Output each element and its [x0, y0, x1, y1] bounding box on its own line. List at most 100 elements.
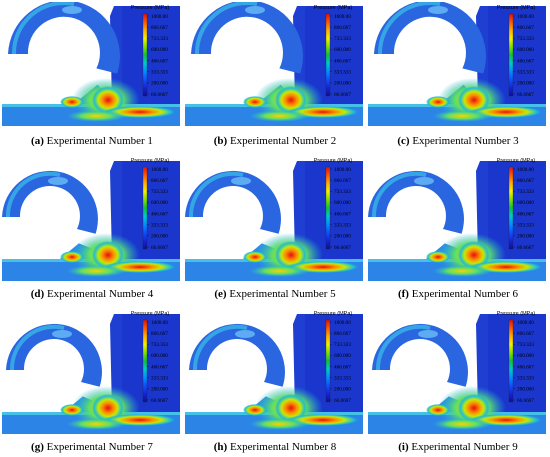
caption-letter: (e) — [214, 288, 227, 300]
chip-curl — [189, 323, 285, 387]
chip-curl — [374, 2, 486, 74]
legend-tick-label: 600.000 — [334, 47, 351, 53]
legend-tick-label: 333.333 — [517, 70, 534, 76]
caption-letter: (a) — [31, 135, 44, 147]
legend-tick-label: 200.000 — [334, 81, 351, 87]
legend-tick-label: 866.667 — [151, 331, 168, 337]
figure-caption: (h) Experimental Number 8 — [185, 441, 365, 453]
legend-colorbar — [142, 166, 148, 250]
legend-tick-label: 1000.00 — [151, 167, 168, 173]
chip-curl — [2, 170, 98, 234]
chip-curl — [6, 323, 102, 387]
legend-tick-label: 333.333 — [151, 223, 168, 229]
legend-tick-label: 866.667 — [151, 178, 168, 184]
legend-tick-label: 600.000 — [151, 353, 168, 359]
figure-caption: (a) Experimental Number 1 — [2, 135, 182, 147]
legend-tick-label: 733.333 — [334, 342, 351, 348]
legend-colorbar — [325, 13, 331, 97]
legend-tick-label: 600.000 — [334, 353, 351, 359]
legend-tick-label: 600.000 — [151, 200, 168, 206]
pressure-contour-plot: Pressure (MPa) 1000.00 866.667 733.333 600.0… — [185, 158, 363, 281]
figure-caption: (e) Experimental Number 5 — [185, 288, 365, 300]
legend-title: Pressure (MPa) — [131, 311, 170, 317]
chip-curl — [368, 170, 464, 234]
legend-tick-label: 200.000 — [517, 234, 534, 240]
caption-letter: (g) — [31, 441, 44, 453]
legend-tick-label: 1000.00 — [151, 14, 168, 20]
pressure-contour-plot: Pressure (MPa) 1000.00 866.667 733.333 600.0… — [368, 158, 546, 281]
legend-tick-label: 733.333 — [517, 36, 534, 42]
figure-panel: Pressure (MPa) 1000.00 866.667 733.333 600.0… — [185, 308, 365, 456]
legend-tick-label: 733.333 — [517, 342, 534, 348]
legend-tick-label: 200.000 — [334, 234, 351, 240]
figure-caption: (b) Experimental Number 2 — [185, 135, 365, 147]
caption-label: Experimental Number 9 — [408, 441, 518, 453]
legend-tick-label: 1000.00 — [334, 320, 351, 326]
chip-curl — [185, 170, 281, 234]
legend-tick-label: 866.667 — [334, 25, 351, 31]
caption-letter: (d) — [30, 288, 45, 300]
legend-tick-label: 466.667 — [517, 364, 534, 370]
legend-tick-label: 733.333 — [334, 189, 351, 195]
legend-tick-label: 333.333 — [151, 376, 168, 382]
legend-title: Pressure (MPa) — [497, 158, 536, 164]
legend-tick-label: 1000.00 — [517, 320, 534, 326]
figure-caption: (g) Experimental Number 7 — [2, 441, 182, 453]
legend-tick-label: 466.667 — [151, 364, 168, 370]
caption-letter: (f) — [397, 288, 409, 300]
legend-tick-label: 733.333 — [151, 342, 168, 348]
chip-curl — [8, 2, 120, 74]
legend-tick-label: 866.667 — [334, 331, 351, 337]
legend-tick-label: 466.667 — [151, 211, 168, 217]
caption-label: Experimental Number 8 — [227, 441, 337, 453]
legend-tick-label: 66.6667 — [151, 398, 168, 404]
figure-caption: (d) Experimental Number 4 — [2, 288, 182, 300]
legend-tick-label: 333.333 — [334, 223, 351, 229]
legend-title: Pressure (MPa) — [314, 5, 353, 11]
figure-panel: Pressure (MPa) 1000.00 866.667 733.333 600.0… — [368, 2, 548, 150]
pressure-contour-plot: Pressure (MPa) 1000.00 866.667 733.333 600.0… — [2, 158, 180, 281]
figure-panel: Pressure (MPa) 1000.00 866.667 733.333 600.0… — [185, 155, 365, 303]
caption-letter: (i) — [398, 441, 409, 453]
legend-tick-label: 866.667 — [517, 178, 534, 184]
chip-curl — [191, 2, 303, 74]
chip-curl — [372, 323, 468, 387]
legend-tick-label: 200.000 — [334, 387, 351, 393]
pressure-contour-plot: Pressure (MPa) 1000.00 866.667 733.333 600.0… — [368, 311, 546, 434]
legend-title: Pressure (MPa) — [497, 5, 536, 11]
legend-tick-label: 333.333 — [151, 70, 168, 76]
pressure-contour-plot: Pressure (MPa) 1000.00 866.667 733.333 600.0… — [2, 2, 180, 126]
legend-colorbar — [508, 13, 514, 97]
caption-label: Experimental Number 7 — [43, 441, 153, 453]
legend-tick-label: 66.6667 — [151, 245, 168, 251]
legend-tick-label: 200.000 — [517, 387, 534, 393]
legend-tick-label: 1000.00 — [517, 14, 534, 20]
legend-tick-label: 466.667 — [334, 58, 351, 64]
caption-label: Experimental Number 2 — [227, 135, 337, 147]
legend-tick-label: 333.333 — [517, 376, 534, 382]
figure-panel: Pressure (MPa) 1000.00 866.667 733.333 600.0… — [2, 308, 182, 456]
legend-tick-label: 1000.00 — [334, 14, 351, 20]
legend-tick-label: 866.667 — [334, 178, 351, 184]
figure-panel: Pressure (MPa) 1000.00 866.667 733.333 600.0… — [185, 2, 365, 150]
caption-label: Experimental Number 6 — [408, 288, 519, 300]
legend-tick-label: 466.667 — [151, 58, 168, 64]
legend-tick-label: 66.6667 — [151, 92, 168, 98]
legend-tick-label: 1000.00 — [334, 167, 351, 173]
legend-tick-label: 66.6667 — [334, 398, 351, 404]
legend-tick-label: 66.6667 — [334, 92, 351, 98]
legend-tick-label: 1000.00 — [151, 320, 168, 326]
legend-tick-label: 600.000 — [517, 353, 534, 359]
figure-caption: (c) Experimental Number 3 — [368, 135, 548, 147]
pressure-contour-plot: Pressure (MPa) 1000.00 866.667 733.333 600.0… — [368, 2, 546, 126]
figure-caption: (i) Experimental Number 9 — [368, 441, 548, 453]
legend-tick-label: 866.667 — [151, 25, 168, 31]
pressure-contour-plot: Pressure (MPa) 1000.00 866.667 733.333 600.0… — [185, 2, 363, 126]
pressure-contour-plot: Pressure (MPa) 1000.00 866.667 733.333 600.0… — [185, 311, 363, 434]
legend-tick-label: 866.667 — [517, 331, 534, 337]
legend-tick-label: 733.333 — [151, 36, 168, 42]
legend-tick-label: 333.333 — [517, 223, 534, 229]
legend-colorbar — [142, 13, 148, 97]
legend-title: Pressure (MPa) — [314, 158, 353, 164]
legend-colorbar — [325, 319, 331, 403]
